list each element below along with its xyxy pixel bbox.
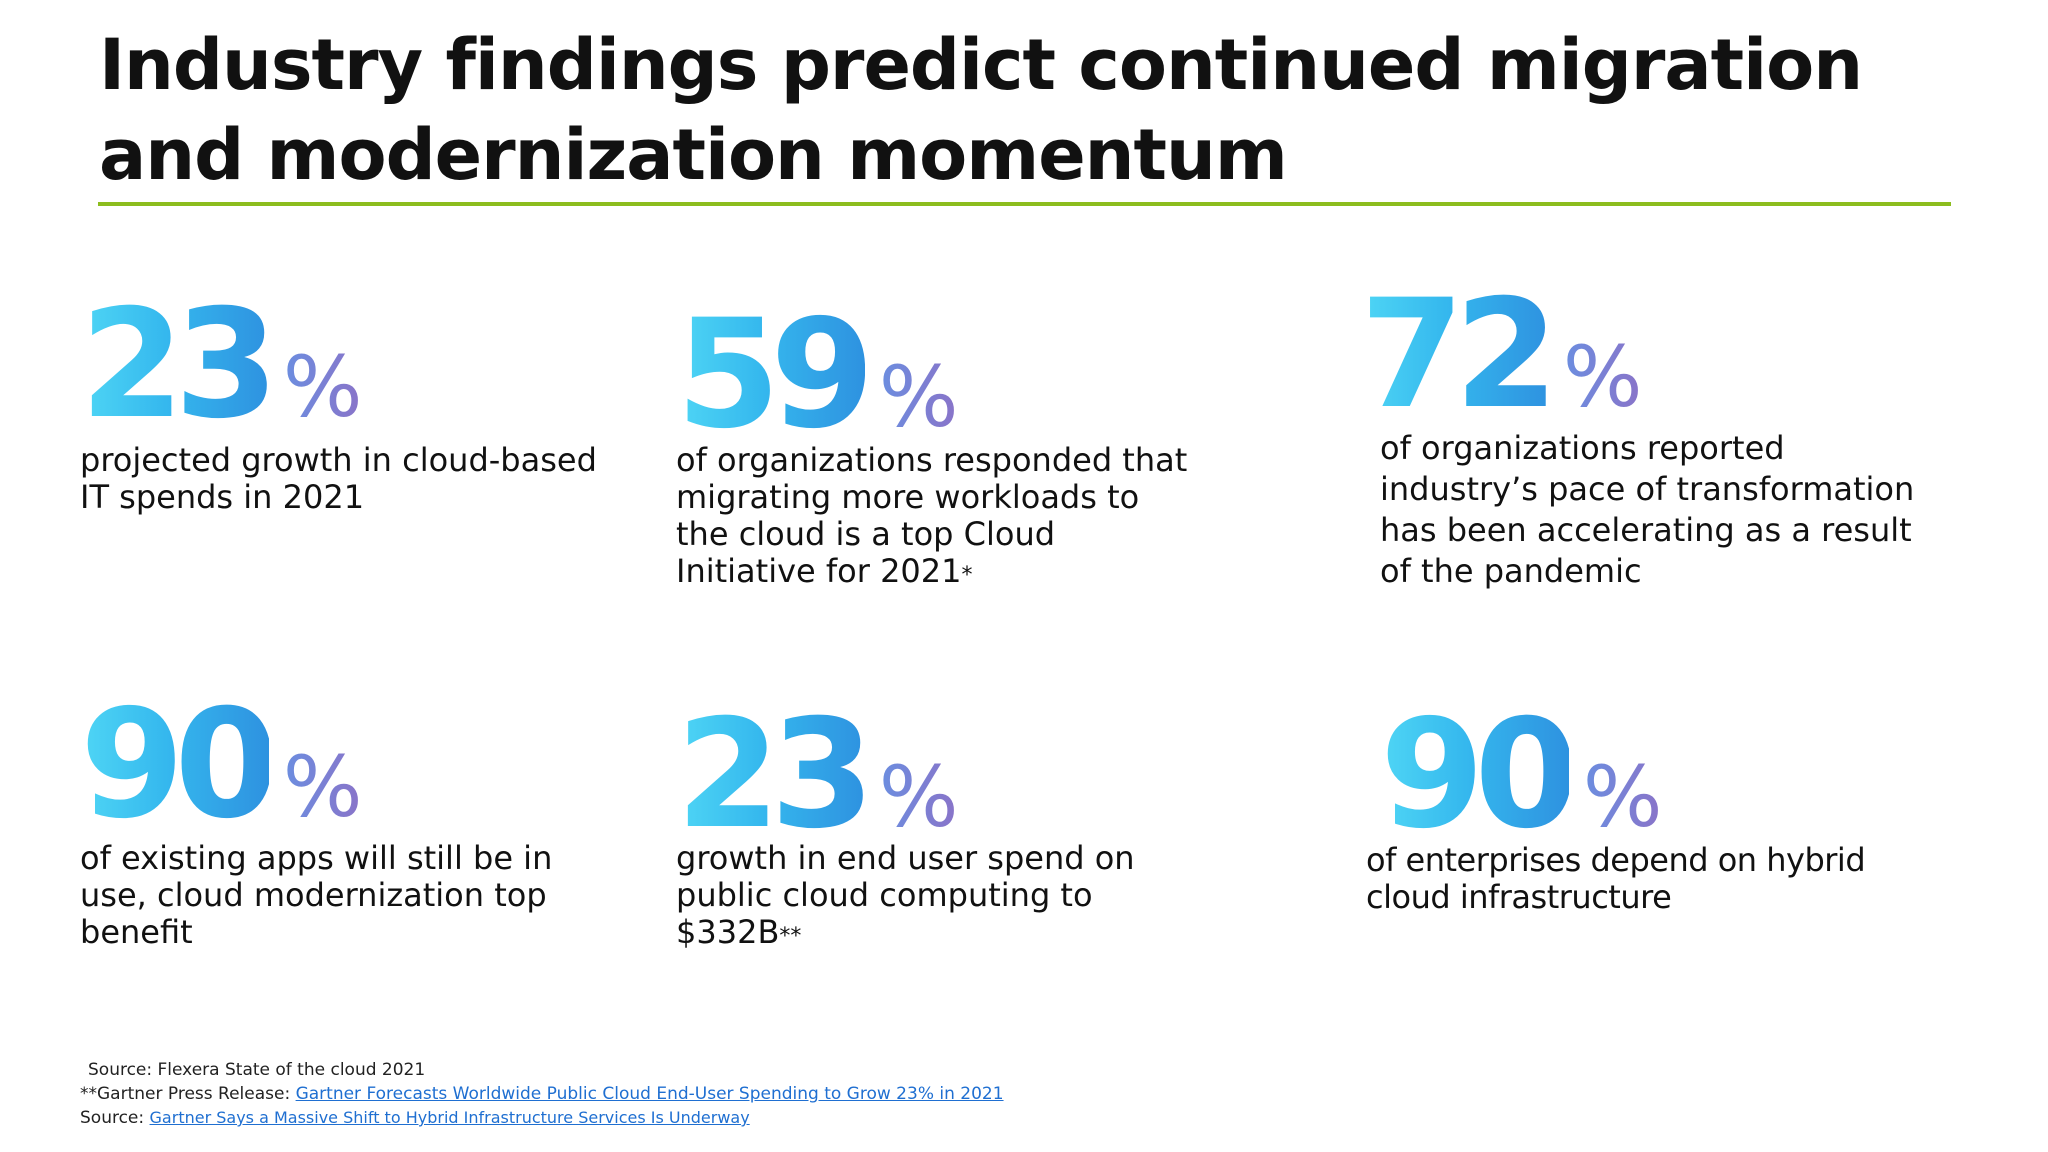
stat-card-public-cloud-spend: 23% growth in end user spend on public c… xyxy=(676,700,1166,955)
source-prefix: **Gartner Press Release: xyxy=(80,1084,296,1104)
stat-value: 90 xyxy=(80,678,279,852)
stat-description: of organizations reported industry’s pac… xyxy=(1380,428,1940,596)
stat-value: 72 xyxy=(1360,268,1559,442)
stat-description-text: projected growth in cloud-based IT spend… xyxy=(80,441,597,516)
stat-value: 59 xyxy=(676,288,875,462)
source-line-gartner-spending: **Gartner Press Release: Gartner Forecas… xyxy=(80,1082,1004,1106)
stat-card-cloud-it-spend: 23% projected growth in cloud-based IT s… xyxy=(80,290,600,520)
stat-description: growth in end user spend on public cloud… xyxy=(676,840,1166,955)
stat-number: 72% xyxy=(1360,280,1940,430)
slide-title: Industry findings predict continued migr… xyxy=(99,24,1863,196)
stat-description: of existing apps will still be in use, c… xyxy=(80,840,570,955)
title-underline xyxy=(98,202,1951,206)
stat-description-text: of enterprises depend on hybrid cloud in… xyxy=(1366,841,1866,916)
stat-footnote-marker: * xyxy=(961,563,973,588)
stat-description: of organizations responded that migratin… xyxy=(676,442,1196,594)
stat-value: 90 xyxy=(1380,688,1579,862)
stat-card-hybrid-cloud: 90% of enterprises depend on hybrid clou… xyxy=(1366,700,1926,920)
source-line-gartner-hybrid: Source: Gartner Says a Massive Shift to … xyxy=(80,1106,1004,1130)
stat-number: 90% xyxy=(80,690,570,840)
gartner-spending-link[interactable]: Gartner Forecasts Worldwide Public Cloud… xyxy=(295,1084,1004,1104)
stat-number: 23% xyxy=(80,290,600,440)
stat-description: of enterprises depend on hybrid cloud in… xyxy=(1366,842,1926,920)
stat-card-transformation-pace: 72% of organizations reported industry’s… xyxy=(1360,280,1940,596)
stat-card-existing-apps: 90% of existing apps will still be in us… xyxy=(80,690,570,955)
source-prefix: Source: xyxy=(80,1108,150,1128)
stat-value: 23 xyxy=(80,278,279,452)
sources-footnote: Source: Flexera State of the cloud 2021 … xyxy=(80,1058,1004,1130)
stat-value: 23 xyxy=(676,688,875,862)
stat-percent-sign: % xyxy=(878,348,959,446)
stat-percent-sign: % xyxy=(282,338,363,436)
source-line-flexera: Source: Flexera State of the cloud 2021 xyxy=(80,1058,1004,1082)
stat-description-text: of organizations responded that migratin… xyxy=(676,441,1188,590)
stat-footnote-marker: ** xyxy=(779,924,802,949)
stat-percent-sign: % xyxy=(282,738,363,836)
gartner-hybrid-link[interactable]: Gartner Says a Massive Shift to Hybrid I… xyxy=(149,1108,750,1127)
stat-number: 90% xyxy=(1380,700,1926,850)
stat-number: 23% xyxy=(676,700,1166,850)
stat-percent-sign: % xyxy=(1582,748,1663,846)
stat-percent-sign: % xyxy=(878,748,959,846)
stat-description-text: of existing apps will still be in use, c… xyxy=(80,839,553,951)
source-text: Source: Flexera State of the cloud 2021 xyxy=(88,1060,426,1080)
stat-description-text: growth in end user spend on public cloud… xyxy=(676,839,1135,951)
stat-description-text: of organizations reported industry’s pac… xyxy=(1380,429,1915,590)
stat-description: projected growth in cloud-based IT spend… xyxy=(80,442,600,520)
stat-card-migrating-workloads: 59% of organizations responded that migr… xyxy=(676,300,1196,594)
stat-percent-sign: % xyxy=(1562,328,1643,426)
stat-number: 59% xyxy=(676,300,1196,450)
